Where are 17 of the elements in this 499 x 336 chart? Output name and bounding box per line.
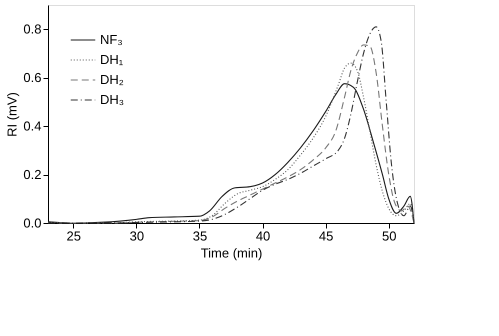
x-tick-label: 35 (192, 228, 208, 244)
legend-label: DH₂ (100, 72, 124, 87)
x-tick-label: 45 (318, 228, 334, 244)
legend-label: DH₁ (100, 52, 124, 67)
legend-label: DH₃ (100, 92, 124, 107)
legend-label: NF₃ (100, 32, 123, 47)
y-tick-label: 0.4 (23, 118, 42, 134)
y-axis-title: RI (mV) (4, 92, 20, 137)
y-tick-label: 0.8 (23, 22, 42, 37)
y-tick-label: 0.2 (23, 167, 42, 182)
x-axis-title: Time (min) (200, 246, 262, 260)
y-tick-label: 0.6 (23, 70, 42, 86)
x-tick-label: 25 (66, 228, 81, 244)
x-tick-label: 50 (382, 228, 396, 244)
x-tick-label: 30 (130, 228, 144, 244)
y-tick-label: 0.0 (23, 216, 42, 230)
x-tick-label: 40 (256, 228, 270, 244)
